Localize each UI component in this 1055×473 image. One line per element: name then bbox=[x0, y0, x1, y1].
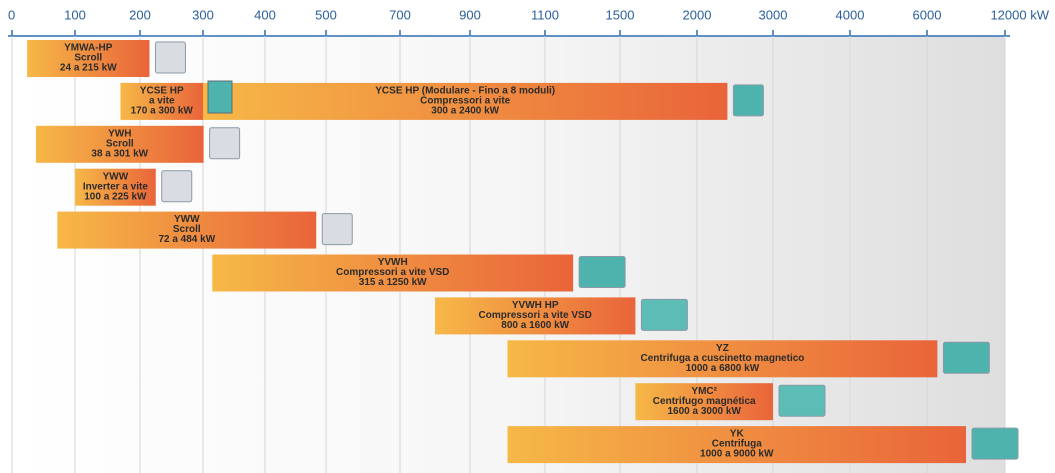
bar-range: 24 a 215 kW bbox=[60, 63, 117, 74]
bar-name: YK bbox=[730, 429, 745, 440]
range-bar bbox=[635, 383, 773, 421]
bar-name: YWW bbox=[103, 171, 129, 182]
bar-range: 1000 a 6800 kW bbox=[686, 363, 760, 374]
bar-range: 72 a 484 kW bbox=[158, 234, 215, 245]
range-bar bbox=[212, 254, 574, 292]
x-tick-label: 0 bbox=[8, 7, 15, 22]
bar-range: 800 a 1600 kW bbox=[501, 320, 569, 331]
range-bar bbox=[435, 297, 636, 335]
bar-name: YVWH bbox=[378, 257, 408, 268]
range-bar bbox=[75, 168, 156, 206]
bar-detail: Inverter a vite bbox=[83, 181, 148, 192]
bar-range: 170 a 300 kW bbox=[131, 106, 194, 117]
bar-detail: Compressori a vite VSD bbox=[479, 310, 592, 321]
x-tick-label: 100 bbox=[64, 7, 86, 22]
product-image bbox=[161, 170, 193, 203]
bar-detail: Scroll bbox=[173, 224, 201, 235]
x-tick-label: 300 bbox=[192, 7, 214, 22]
range-bar bbox=[120, 82, 203, 120]
bar-detail: a vite bbox=[149, 96, 175, 107]
bar-name: YMWA-HP bbox=[64, 43, 113, 54]
bar-name: YZ bbox=[716, 343, 729, 354]
bar-range: 1000 a 9000 kW bbox=[700, 449, 774, 460]
x-tick-label: 3000 bbox=[759, 7, 788, 22]
bar-range: 1600 a 3000 kW bbox=[668, 406, 742, 417]
product-image bbox=[578, 256, 626, 288]
product-image bbox=[732, 84, 764, 117]
product-image bbox=[154, 41, 186, 74]
x-tick-label: 1500 bbox=[606, 7, 635, 22]
bar-name: YCSE HP (Modulare - Fino a 8 moduli) bbox=[375, 86, 555, 97]
x-tick-label: 900 bbox=[459, 7, 481, 22]
range-bar bbox=[507, 340, 938, 378]
x-tick-label: 1100 bbox=[531, 7, 559, 22]
bar-detail: Compressori a vite bbox=[420, 96, 510, 107]
bar-name: YVWH HP bbox=[512, 300, 559, 311]
range-bar bbox=[27, 40, 150, 77]
bar-detail: Scroll bbox=[106, 138, 134, 149]
bar-detail: Centrifugo magnética bbox=[653, 396, 756, 407]
product-image bbox=[321, 213, 353, 246]
bar-name: YMC² bbox=[691, 386, 717, 397]
bar-detail: Scroll bbox=[74, 53, 102, 64]
product-image bbox=[207, 80, 233, 114]
bar-range: 38 a 301 kW bbox=[91, 148, 148, 159]
range-bar bbox=[57, 211, 317, 249]
bar-detail: Centrifuga a cuscinetto magnetico bbox=[640, 353, 804, 364]
bar-name: YWH bbox=[108, 128, 131, 139]
bar-range: 300 a 2400 kW bbox=[431, 106, 499, 117]
x-tick-label: 400 bbox=[254, 7, 276, 22]
bar-detail: Compressori a vite VSD bbox=[336, 267, 449, 278]
x-tick-label: 4000 bbox=[836, 7, 865, 22]
x-tick-label: 2000 bbox=[683, 7, 712, 22]
bar-range: 100 a 225 kW bbox=[84, 191, 147, 202]
bar-range: 315 a 1250 kW bbox=[359, 277, 427, 288]
bar-name: YCSE HP bbox=[140, 86, 184, 97]
x-tick-label: 700 bbox=[389, 7, 411, 22]
range-bar bbox=[507, 426, 966, 464]
product-image bbox=[778, 384, 826, 417]
x-tick-label: 12000 kW bbox=[990, 7, 1049, 22]
x-tick-label: 500 bbox=[315, 7, 337, 22]
range-bar bbox=[35, 125, 204, 163]
x-tick-label: 200 bbox=[129, 7, 151, 22]
product-image bbox=[209, 127, 241, 160]
range-bar bbox=[203, 82, 728, 120]
bar-detail: Centrifuga bbox=[712, 439, 762, 450]
product-image bbox=[942, 341, 990, 374]
bar-name: YWW bbox=[174, 214, 200, 225]
product-image bbox=[640, 298, 688, 331]
x-tick-label: 6000 bbox=[913, 7, 942, 22]
product-image bbox=[971, 427, 1019, 460]
